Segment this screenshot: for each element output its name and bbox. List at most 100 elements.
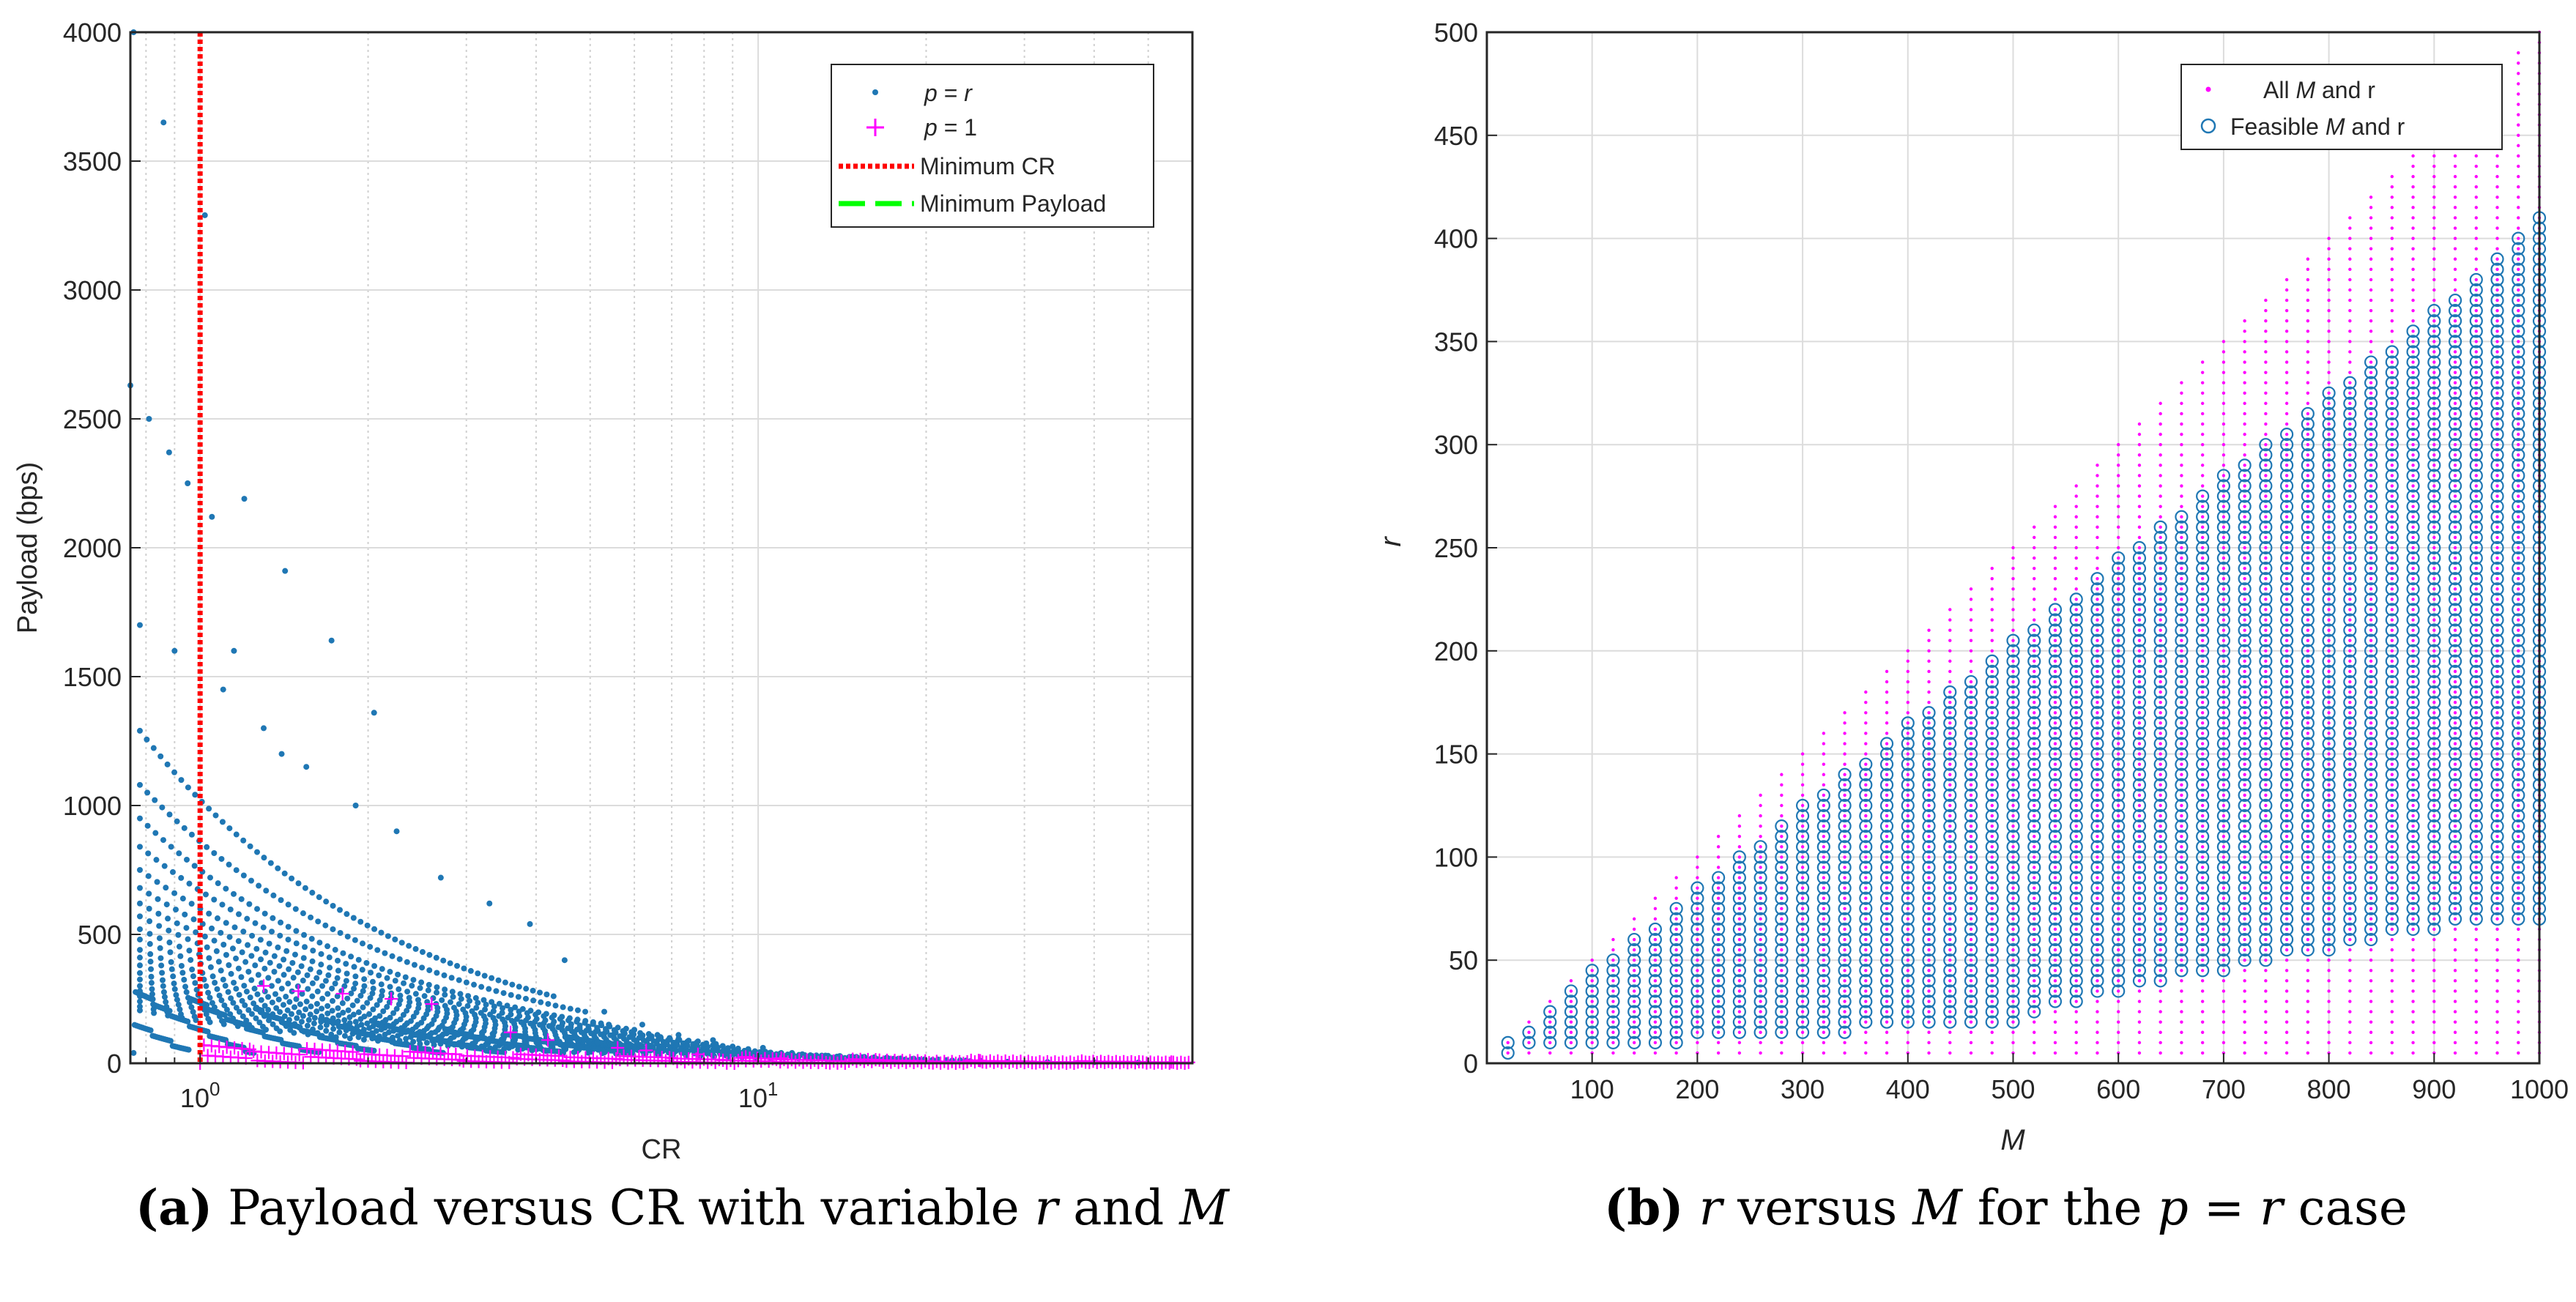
feasible-m-r-point <box>2196 654 2210 668</box>
feasible-m-r-point <box>1543 1005 1557 1019</box>
all-m-r-point <box>1822 803 1826 808</box>
p-eq-1-point <box>1136 1055 1150 1069</box>
feasible-m-r-point <box>2301 778 2315 792</box>
p-eq-r-point <box>344 933 351 940</box>
feasible-m-r-point <box>2175 788 2189 803</box>
all-m-r-point <box>1885 1020 1889 1024</box>
feasible-m-r-point <box>1712 964 1726 978</box>
all-m-r-point <box>1822 866 1826 869</box>
feasible-m-r-point <box>1796 1005 1810 1019</box>
feasible-m-r-point <box>1901 778 1915 792</box>
all-m-r-point <box>2306 278 2310 282</box>
p-eq-r-point <box>371 1035 378 1041</box>
all-m-r-point <box>2180 618 2183 622</box>
feasible-m-r-point <box>1859 757 1873 771</box>
all-m-r-point <box>2096 618 2099 622</box>
feasible-m-r-point <box>2216 943 2230 957</box>
feasible-m-r-point <box>2090 871 2104 885</box>
p-eq-r-point <box>261 1033 268 1040</box>
all-m-r-point <box>1969 835 1973 838</box>
p-eq-r-point <box>300 955 307 961</box>
feasible-m-r-point <box>1964 788 1978 803</box>
feasible-m-r-point <box>1753 984 1767 998</box>
feasible-m-r-point <box>2238 706 2252 720</box>
feasible-m-r-point <box>2153 654 2167 668</box>
feasible-m-r-point <box>2322 737 2336 751</box>
all-m-r-point <box>1969 855 1973 859</box>
all-m-r-point <box>2243 1041 2246 1045</box>
p-eq-r-point <box>360 1004 366 1011</box>
feasible-m-r-point <box>2027 819 2041 833</box>
feasible-m-r-point <box>1627 932 1641 947</box>
feasible-m-r-point <box>1627 1025 1641 1039</box>
all-m-r-point <box>1548 1000 1552 1003</box>
p-eq-r-point <box>166 940 173 946</box>
all-m-r-point <box>2137 845 2142 849</box>
all-m-r-point <box>1948 669 1952 674</box>
all-m-r-point <box>1696 969 1699 972</box>
all-m-r-point <box>1969 1041 1973 1045</box>
all-m-r-point <box>1864 876 1868 879</box>
p-eq-r-point <box>371 710 377 716</box>
all-m-r-point <box>2284 381 2289 384</box>
feasible-m-r-point <box>1796 994 1810 1008</box>
p-eq-r-point <box>206 806 212 812</box>
p-eq-r-point <box>230 1000 237 1006</box>
all-m-r-point <box>2200 937 2205 942</box>
feasible-m-r-point <box>1859 1005 1873 1019</box>
all-m-r-point <box>2011 618 2015 622</box>
all-m-r-point <box>1590 989 1594 993</box>
feasible-m-r-point <box>2238 458 2252 472</box>
panel-a-points <box>127 29 1195 1070</box>
all-m-r-point <box>1822 1000 1826 1003</box>
feasible-m-r-point <box>1985 685 1999 699</box>
all-m-r-point <box>1800 896 1805 900</box>
p-eq-1-point <box>300 1042 314 1056</box>
feasible-m-r-point <box>2301 603 2315 617</box>
p-eq-r-point <box>161 863 168 869</box>
p-eq-r-point <box>136 947 143 953</box>
all-m-r-point <box>1843 762 1846 766</box>
p-eq-r-point <box>344 995 351 1002</box>
all-m-r-point <box>2096 824 2099 828</box>
all-m-r-point <box>2096 979 2099 983</box>
p-eq-r-point <box>335 1012 342 1019</box>
all-m-r-point <box>1864 1000 1868 1003</box>
all-m-r-point <box>2264 649 2268 652</box>
p-eq-r-point <box>376 997 383 1003</box>
p-eq-r-point <box>226 825 233 832</box>
all-m-r-point <box>2264 886 2268 890</box>
feasible-m-r-point <box>1901 767 1915 781</box>
all-m-r-point <box>1990 690 1994 694</box>
feasible-m-r-point <box>2216 644 2230 658</box>
feasible-m-r-point <box>2027 953 2041 967</box>
p-eq-r-point <box>166 927 172 934</box>
all-m-r-point <box>2264 608 2268 611</box>
feasible-m-r-point <box>2112 953 2126 967</box>
all-m-r-point <box>2200 659 2205 663</box>
feasible-m-r-point <box>1648 943 1663 957</box>
all-m-r-point <box>1843 927 1846 931</box>
p-eq-r-point <box>626 1034 633 1041</box>
all-m-r-point <box>2327 690 2331 694</box>
feasible-m-r-point <box>2301 458 2315 472</box>
feasible-m-r-point <box>2322 551 2336 565</box>
all-m-r-point <box>2284 701 2289 704</box>
all-m-r-point <box>2033 835 2036 838</box>
all-m-r-point <box>2159 835 2162 838</box>
all-m-r-point <box>2306 680 2310 684</box>
feasible-m-r-point <box>1669 964 1683 978</box>
feasible-m-r-point <box>2322 757 2336 771</box>
all-m-r-point <box>2074 803 2078 808</box>
all-m-r-point <box>1759 814 1762 818</box>
all-m-r-point <box>2011 742 2015 745</box>
all-m-r-point <box>1906 886 1909 890</box>
feasible-m-r-point <box>1985 654 1999 668</box>
all-m-r-point <box>2033 732 2036 735</box>
p-eq-r-point <box>409 1044 416 1051</box>
all-m-r-point <box>2200 484 2205 488</box>
all-m-r-point <box>2011 649 2015 652</box>
all-m-r-point <box>1906 649 1909 652</box>
all-m-r-point <box>1969 721 1973 725</box>
feasible-m-r-point <box>2280 438 2294 452</box>
